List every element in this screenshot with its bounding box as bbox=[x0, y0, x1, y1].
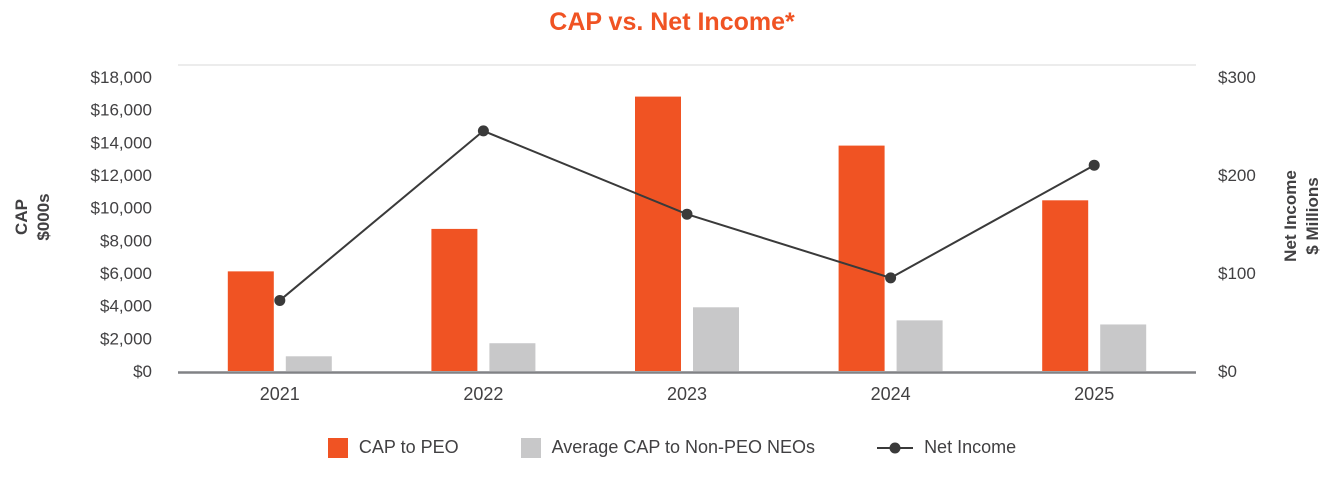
legend-item-avg-cap-non-peo: Average CAP to Non-PEO NEOs bbox=[520, 437, 816, 458]
bar-cap-to-peo-2022 bbox=[431, 228, 478, 371]
x-axis-category-label: 2025 bbox=[1074, 384, 1114, 404]
left-axis-title-line1: CAP bbox=[12, 199, 31, 235]
left-axis-tick-label: $18,000 bbox=[91, 68, 152, 87]
bar-cap-to-peo-2025 bbox=[1042, 200, 1089, 371]
net-income-marker-2025 bbox=[1088, 159, 1100, 171]
bar-cap-to-peo-2024 bbox=[838, 145, 885, 371]
chart-legend: CAP to PEO Average CAP to Non-PEO NEOs N… bbox=[0, 437, 1344, 458]
bar-avg-cap-non-peo-2023 bbox=[693, 307, 739, 371]
net-income-dot-icon bbox=[889, 442, 901, 453]
cap-to-peo-swatch-icon bbox=[327, 437, 348, 458]
right-axis-tick-label: $100 bbox=[1218, 264, 1256, 283]
combo-chart: $0 $2,000 $4,000 $6,000 $8,000 $10,000 $12,000… bbox=[12, 64, 1322, 404]
right-axis-title-line1: Net Income bbox=[1281, 170, 1300, 262]
net-income-marker-2024 bbox=[885, 272, 897, 284]
left-axis-tick-label: $8,000 bbox=[100, 231, 152, 250]
left-axis-tick-label: $12,000 bbox=[91, 166, 152, 185]
right-axis-tick-label: $300 bbox=[1218, 68, 1256, 87]
net-income-marker-2021 bbox=[274, 294, 286, 306]
right-axis-tick-label: $200 bbox=[1218, 166, 1256, 185]
left-axis-title-line2: $000s bbox=[34, 193, 53, 240]
bar-avg-cap-non-peo-2022 bbox=[489, 343, 536, 371]
x-axis-category-label: 2023 bbox=[667, 384, 707, 404]
chart-title: CAP vs. Net Income* bbox=[549, 8, 795, 36]
left-axis-tick-label: $4,000 bbox=[100, 297, 152, 316]
left-axis-tick-label: $2,000 bbox=[100, 329, 152, 348]
x-axis-category-label: 2021 bbox=[260, 384, 300, 404]
right-axis-tick-label: $0 bbox=[1218, 362, 1237, 381]
net-income-marker-2023 bbox=[681, 208, 693, 220]
legend-item-net-income: Net Income bbox=[877, 437, 1016, 458]
left-axis-tick-label: $16,000 bbox=[91, 101, 152, 120]
bar-avg-cap-non-peo-2024 bbox=[896, 320, 943, 371]
avg-cap-non-peo-swatch-icon bbox=[520, 437, 541, 458]
legend-label-avg-cap-non-peo: Average CAP to Non-PEO NEOs bbox=[551, 437, 816, 457]
left-axis-tick-label: $10,000 bbox=[91, 199, 152, 218]
x-axis-category-label: 2024 bbox=[871, 384, 911, 404]
legend-label-net-income: Net Income bbox=[924, 437, 1017, 457]
net-income-marker-2022 bbox=[477, 125, 489, 137]
right-axis-title-line2: $ Millions bbox=[1303, 177, 1322, 254]
left-axis-tick-label: $14,000 bbox=[91, 133, 152, 152]
left-axis-tick-label: $0 bbox=[133, 362, 152, 381]
left-axis-tick-label: $6,000 bbox=[100, 264, 152, 283]
bar-avg-cap-non-peo-2025 bbox=[1100, 324, 1147, 371]
bar-avg-cap-non-peo-2021 bbox=[285, 356, 332, 371]
legend-label-cap-to-peo: CAP to PEO bbox=[358, 437, 459, 457]
bar-cap-to-peo-2023 bbox=[635, 96, 681, 371]
net-income-line-icon bbox=[877, 442, 914, 453]
legend-item-cap-to-peo: CAP to PEO bbox=[327, 437, 459, 458]
bar-cap-to-peo-2021 bbox=[227, 271, 274, 371]
x-axis-category-label: 2022 bbox=[463, 384, 503, 404]
